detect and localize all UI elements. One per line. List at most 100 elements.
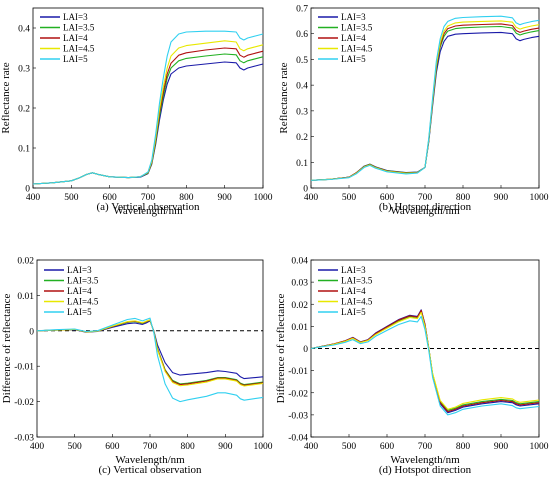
y-tick-label: 0.01 bbox=[291, 323, 308, 333]
legend-label: LAI=3 bbox=[63, 12, 88, 22]
x-tick-label: 1000 bbox=[530, 442, 549, 452]
y-tick-label: 0.3 bbox=[18, 65, 30, 75]
y-tick-label: 0.04 bbox=[291, 257, 308, 267]
series-line-lai-4-5 bbox=[36, 319, 264, 387]
y-tick-label: -0.01 bbox=[288, 367, 308, 377]
x-tick-label: 700 bbox=[143, 442, 158, 452]
y-tick-label: 0.4 bbox=[18, 25, 30, 35]
y-tick-label: 0.4 bbox=[296, 82, 308, 92]
legend-label: LAI=4.5 bbox=[341, 44, 373, 54]
y-tick-label: -0.02 bbox=[14, 398, 34, 408]
y-tick-label: 0.5 bbox=[296, 56, 308, 66]
x-tick-label: 700 bbox=[141, 193, 156, 203]
legend-label: LAI=4 bbox=[63, 33, 88, 43]
x-tick-label: 600 bbox=[103, 193, 118, 203]
x-tick-label: 600 bbox=[105, 442, 120, 452]
y-tick-label: 0.01 bbox=[17, 292, 34, 302]
x-tick-label: 900 bbox=[494, 442, 509, 452]
legend-label: LAI=3 bbox=[341, 265, 366, 275]
legend-label: LAI=3.5 bbox=[341, 276, 373, 286]
y-tick-label: 0 bbox=[29, 327, 34, 337]
x-axis-title: Wavelength/nm bbox=[390, 454, 460, 466]
x-tick-label: 400 bbox=[304, 193, 319, 203]
x-tick-label: 500 bbox=[68, 442, 83, 452]
y-tick-label: 0.02 bbox=[17, 257, 34, 267]
x-tick-label: 500 bbox=[342, 193, 357, 203]
y-tick-label: 0 bbox=[303, 345, 308, 355]
x-tick-label: 500 bbox=[342, 442, 357, 452]
x-tick-label: 600 bbox=[380, 193, 395, 203]
x-tick-label: 700 bbox=[418, 193, 433, 203]
legend-label: LAI=5 bbox=[67, 307, 92, 317]
x-tick-label: 800 bbox=[456, 442, 471, 452]
series-line-lai-3-5 bbox=[32, 53, 264, 185]
x-tick-label: 900 bbox=[218, 442, 233, 452]
series-line-lai-4 bbox=[32, 47, 264, 185]
y-tick-label: 0.6 bbox=[296, 30, 308, 40]
y-tick-label: 0 bbox=[303, 185, 308, 195]
y-axis-title: Reflectance rate bbox=[0, 62, 12, 133]
x-tick-label: 700 bbox=[418, 442, 433, 452]
x-tick-label: 1000 bbox=[530, 193, 549, 203]
x-tick-label: 1000 bbox=[254, 442, 273, 452]
x-axis-title: Wavelength/nm bbox=[390, 205, 460, 217]
x-tick-label: 1000 bbox=[254, 193, 273, 203]
legend-label: LAI=5 bbox=[341, 54, 366, 64]
legend-label: LAI=4.5 bbox=[67, 297, 99, 307]
panel-b-hotspot-reflectance: 400 500 600 700 800 900 1000 0 0.1 0.2 0.3 0.4 0.5 0.… bbox=[278, 5, 549, 218]
x-tick-label: 800 bbox=[181, 442, 196, 452]
x-tick-label: 500 bbox=[64, 193, 79, 203]
panel-caption: (c) Vertical observation bbox=[98, 464, 202, 476]
y-tick-label: -0.02 bbox=[288, 389, 308, 399]
x-tick-label: 600 bbox=[380, 442, 395, 452]
legend-label: LAI=4.5 bbox=[63, 44, 95, 54]
y-tick-label: 0.7 bbox=[296, 5, 308, 15]
legend-label: LAI=4 bbox=[67, 286, 92, 296]
series-line-lai-5 bbox=[36, 317, 264, 403]
legend-label: LAI=3.5 bbox=[341, 23, 373, 33]
y-tick-label: 0 bbox=[25, 185, 30, 195]
series-line-lai-4-5 bbox=[310, 311, 540, 410]
x-tick-label: 900 bbox=[494, 193, 509, 203]
series-line-lai-5 bbox=[32, 30, 264, 185]
y-tick-label: 0.02 bbox=[291, 301, 308, 311]
y-tick-label: -0.03 bbox=[14, 434, 34, 444]
legend-label: LAI=4 bbox=[341, 286, 366, 296]
legend-label: LAI=5 bbox=[341, 307, 366, 317]
series-line-lai-5 bbox=[310, 15, 540, 181]
y-axis-title: Difference of reflectance bbox=[275, 294, 287, 404]
y-tick-label: -0.04 bbox=[288, 434, 308, 444]
legend-label: LAI=3 bbox=[341, 12, 366, 22]
y-tick-label: 0.2 bbox=[296, 133, 308, 143]
legend-label: LAI=3.5 bbox=[63, 23, 95, 33]
x-axis-title: Wavelength/nm bbox=[113, 205, 183, 217]
panel-caption: (b) Hotspot direction bbox=[379, 201, 472, 213]
x-tick-label: 800 bbox=[456, 193, 471, 203]
legend-label: LAI=3 bbox=[67, 265, 92, 275]
y-axis-title: Reflectance rate bbox=[278, 62, 290, 133]
legend-label: LAI=4 bbox=[341, 33, 366, 43]
x-tick-label: 400 bbox=[26, 193, 41, 203]
y-tick-label: 0.1 bbox=[296, 159, 308, 169]
legend-label: LAI=5 bbox=[63, 54, 88, 64]
y-tick-label: 0.1 bbox=[18, 145, 30, 155]
legend-label: LAI=3.5 bbox=[67, 276, 99, 286]
x-tick-label: 900 bbox=[218, 193, 233, 203]
panel-c-vertical-difference: 400 500 600 700 800 900 1000 -0.03 -0.02 -0.01 0 0.… bbox=[1, 257, 273, 477]
y-tick-label: 0.03 bbox=[291, 279, 308, 289]
series-line-lai-5 bbox=[310, 315, 540, 416]
y-tick-label: 0.3 bbox=[296, 107, 308, 117]
panel-d-hotspot-difference: 400 500 600 700 800 900 1000 -0.04 -0.03 -0.02 -0.… bbox=[275, 257, 549, 477]
x-tick-label: 400 bbox=[304, 442, 319, 452]
x-tick-label: 400 bbox=[30, 442, 45, 452]
y-tick-label: -0.03 bbox=[288, 411, 308, 421]
panel-caption: (a) Vertical observation bbox=[96, 201, 200, 213]
legend-label: LAI=4.5 bbox=[341, 297, 373, 307]
panel-a-vertical-reflectance: 400 500 600 700 800 900 1000 0 0.1 0.2 0.3 0.4 Wavel… bbox=[0, 7, 273, 217]
panel-caption: (d) Hotspot direction bbox=[379, 464, 472, 476]
series-line-lai-3 bbox=[32, 61, 264, 185]
x-axis-title: Wavelength/nm bbox=[115, 454, 185, 466]
